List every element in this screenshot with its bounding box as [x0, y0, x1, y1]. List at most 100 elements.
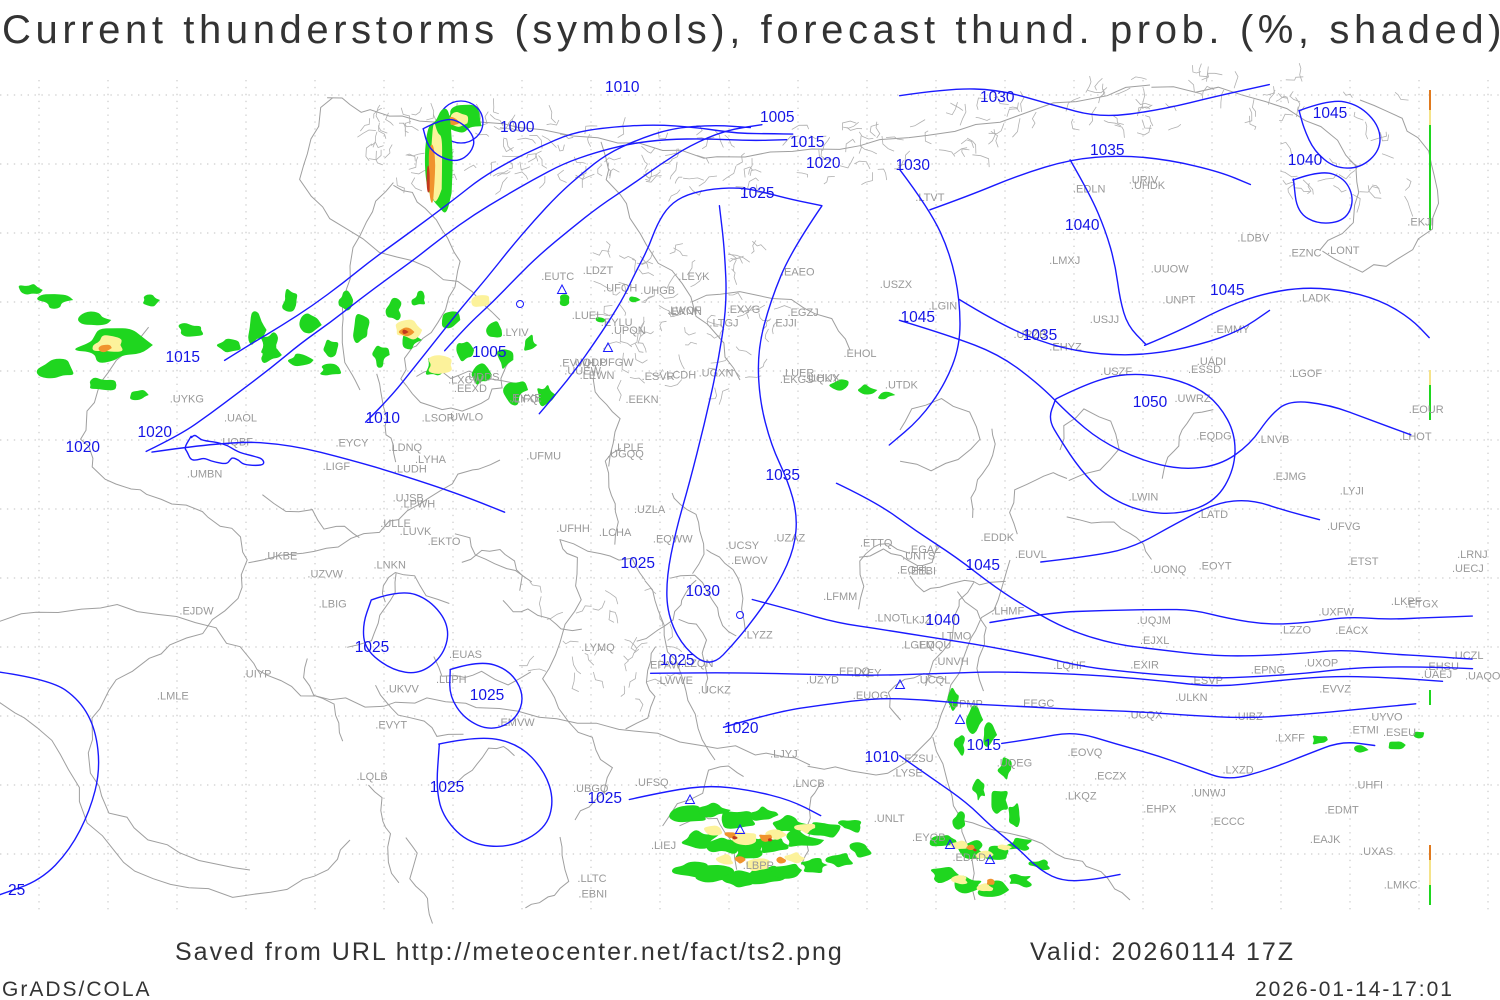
svg-text:.EOUR: .EOUR: [1409, 404, 1444, 416]
svg-text:1040: 1040: [1065, 217, 1100, 234]
svg-text:.LZZO: .LZZO: [1280, 625, 1312, 637]
svg-text:.ECCC: .ECCC: [1211, 816, 1245, 828]
svg-text:.EDAD: .EDAD: [953, 852, 987, 864]
svg-text:.LXFF: .LXFF: [1275, 732, 1305, 744]
svg-text:1010: 1010: [366, 410, 401, 427]
svg-text:.LDNQ: .LDNQ: [389, 442, 423, 454]
svg-text:.UECJ: .UECJ: [1452, 563, 1484, 575]
svg-text:1025: 1025: [470, 687, 504, 704]
svg-text:.UAEJ: .UAEJ: [1421, 669, 1452, 681]
svg-text:.LLPH: .LLPH: [436, 674, 467, 686]
svg-text:.EQDG: .EQDG: [1196, 431, 1231, 443]
svg-text:.LMXJ: .LMXJ: [1049, 255, 1080, 267]
svg-text:.LBIG: .LBIG: [319, 598, 347, 610]
svg-text:.UGQQ: .UGQQ: [607, 449, 644, 461]
svg-text:.EAEO: .EAEO: [781, 267, 815, 279]
svg-text:.LWWE: .LWWE: [657, 675, 693, 687]
svg-text:.EACX: .EACX: [1335, 625, 1369, 637]
svg-text:.LQLB: .LQLB: [357, 771, 388, 783]
svg-text:.EVVZ: .EVVZ: [1319, 684, 1351, 696]
svg-text:.UNWJ: .UNWJ: [1191, 788, 1226, 800]
svg-text:.EUAS: .EUAS: [449, 649, 482, 661]
svg-text:.UMBN: .UMBN: [187, 468, 223, 480]
svg-text:1035: 1035: [1023, 327, 1057, 344]
svg-text:.EKGS: .EKGS: [780, 374, 814, 386]
svg-text:.EYCY: .EYCY: [336, 437, 370, 449]
svg-text:.LCHA: .LCHA: [599, 527, 632, 539]
svg-text:.LWOF: .LWOF: [667, 305, 701, 317]
svg-text:.EKJI: .EKJI: [1407, 216, 1433, 228]
svg-text:.LSOR: .LSOR: [422, 413, 455, 425]
svg-text:.LLTC: .LLTC: [577, 873, 606, 885]
svg-text:1045: 1045: [1210, 282, 1244, 299]
svg-text:.UNVH: .UNVH: [935, 656, 969, 668]
svg-text:1005: 1005: [472, 344, 506, 361]
svg-text:.UHFI: .UHFI: [1354, 779, 1383, 791]
svg-text:.EVYT: .EVYT: [375, 719, 407, 731]
svg-text:.ULKN: .ULKN: [1175, 692, 1207, 704]
svg-text:.LKPF: .LKPF: [1391, 596, 1422, 608]
svg-text:.EYQB: .EYQB: [912, 832, 946, 844]
svg-text:1020: 1020: [138, 424, 173, 441]
svg-text:1025: 1025: [621, 555, 655, 572]
svg-text:.LATD: .LATD: [1198, 509, 1228, 521]
svg-text:.EOYT: .EOYT: [1199, 561, 1232, 573]
svg-text:.UHGB: .UHGB: [640, 285, 675, 297]
svg-text:.UHDK: .UHDK: [1131, 180, 1166, 192]
svg-text:.LHMF: .LHMF: [991, 606, 1024, 618]
svg-text:.EAJK: .EAJK: [1310, 834, 1341, 846]
svg-text:1035: 1035: [1090, 142, 1124, 159]
svg-text:.EHOL: .EHOL: [844, 348, 877, 360]
svg-text:.ULLE: .ULLE: [380, 518, 411, 530]
svg-text:1020: 1020: [806, 155, 841, 172]
svg-text:.UQJM: .UQJM: [1137, 615, 1171, 627]
svg-text:1000: 1000: [500, 119, 535, 136]
svg-text:.LIFQ: .LIFQ: [511, 394, 539, 406]
svg-text:1045: 1045: [966, 557, 1000, 574]
svg-text:1025: 1025: [588, 790, 622, 807]
svg-text:.LGOF: .LGOF: [1289, 368, 1322, 380]
svg-text:.UFMU: .UFMU: [526, 450, 561, 462]
svg-text:1030: 1030: [896, 157, 931, 174]
svg-text:1015: 1015: [166, 349, 200, 366]
svg-text:.EZSU: .EZSU: [901, 753, 933, 765]
svg-text:.LDZT: .LDZT: [583, 265, 614, 277]
svg-text:.UKVV: .UKVV: [386, 684, 420, 696]
svg-text:.EMMY: .EMMY: [1214, 324, 1251, 336]
svg-text:.UAQO: .UAQO: [1465, 671, 1500, 683]
svg-text:.UNLT: .UNLT: [874, 813, 905, 825]
svg-text:.UKBE: .UKBE: [264, 551, 297, 563]
svg-text:.LMKC: .LMKC: [1384, 880, 1418, 892]
svg-text:1040: 1040: [926, 612, 961, 629]
svg-text:.LXCW: .LXCW: [448, 375, 483, 387]
svg-text:.UFSQ: .UFSQ: [635, 777, 669, 789]
svg-text:.ECZX: .ECZX: [1094, 770, 1127, 782]
svg-text:.LMLE: .LMLE: [157, 691, 189, 703]
svg-text:.LNKN: .LNKN: [374, 559, 406, 571]
svg-text:.LEYK: .LEYK: [678, 271, 710, 283]
svg-text:.EJMG: .EJMG: [1273, 471, 1307, 483]
svg-text:1025: 1025: [740, 185, 774, 202]
svg-text:.EDMT: .EDMT: [1325, 804, 1360, 816]
svg-text:.UIYP: .UIYP: [243, 669, 272, 681]
svg-text:.ESEU: .ESEU: [1383, 727, 1416, 739]
svg-text:1015: 1015: [790, 134, 824, 151]
svg-text:.EHPX: .EHPX: [1143, 803, 1177, 815]
svg-text:.LKQZ: .LKQZ: [1065, 790, 1097, 802]
svg-text:.LNVB: .LNVB: [1258, 434, 1290, 446]
svg-text:.UZLA: .UZLA: [634, 504, 666, 516]
svg-text:.UPQN: .UPQN: [611, 325, 646, 337]
svg-text:1025: 1025: [660, 652, 694, 669]
svg-text:.UCQL: .UCQL: [917, 675, 951, 687]
svg-text:.EEKN: .EEKN: [626, 394, 659, 406]
svg-text:.LYIV: .LYIV: [503, 327, 530, 339]
svg-text:.LYZZ: .LYZZ: [744, 630, 773, 642]
svg-text:.LYHA: .LYHA: [415, 454, 447, 466]
svg-text:.UZVW: .UZVW: [307, 569, 343, 581]
svg-text:.LYEY: .LYEY: [851, 668, 882, 680]
svg-text:.LGEQ: .LGEQ: [901, 639, 935, 651]
svg-text:.EWOV: .EWOV: [731, 555, 768, 567]
svg-text:.UCSY: .UCSY: [726, 540, 760, 552]
svg-text:.ESSD: .ESSD: [1188, 364, 1221, 376]
svg-text:.UQEG: .UQEG: [997, 758, 1032, 770]
